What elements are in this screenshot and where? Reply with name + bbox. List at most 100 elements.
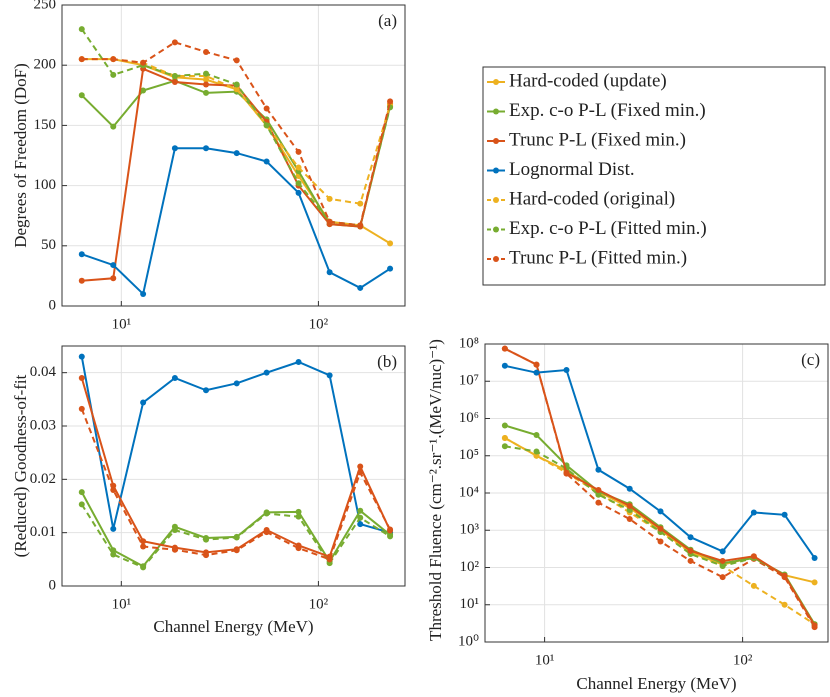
data-point <box>501 345 508 352</box>
legend-marker <box>493 138 499 144</box>
y-tick-label: 10⁶ <box>459 410 479 426</box>
data-point <box>110 487 117 493</box>
data-point <box>357 463 364 470</box>
data-point <box>326 269 333 276</box>
data-point <box>533 361 540 368</box>
data-point <box>533 448 540 455</box>
x-tick-label: 10² <box>309 316 329 332</box>
data-point <box>203 70 210 77</box>
plot-area <box>62 5 405 306</box>
data-point <box>140 543 147 550</box>
data-point <box>687 534 694 541</box>
data-point <box>687 557 694 564</box>
panel-label: (b) <box>377 352 397 371</box>
data-point <box>657 508 664 515</box>
data-point <box>357 521 364 528</box>
data-point <box>326 372 333 379</box>
data-point <box>140 538 147 545</box>
panel: 10¹ 10² 0 0.01 0.02 0.03 0.04 (b) Channel Energy… <box>11 345 406 636</box>
y-tick-label: 0 <box>49 577 57 593</box>
data-point <box>78 26 85 33</box>
y-tick-label: 150 <box>34 117 57 133</box>
data-point <box>203 89 210 96</box>
data-point <box>78 251 85 258</box>
data-point <box>719 557 726 564</box>
y-tick-label: 200 <box>34 57 57 73</box>
data-point <box>203 536 210 543</box>
data-point <box>233 57 240 64</box>
data-point <box>110 56 117 63</box>
data-point <box>233 380 240 387</box>
legend-label: Hard-coded (original) <box>509 188 675 209</box>
data-point <box>203 387 210 394</box>
data-point <box>657 525 664 532</box>
data-point <box>781 572 788 579</box>
data-point <box>295 164 302 171</box>
y-axis-label: Degrees of Freedom (DoF) <box>11 63 30 248</box>
panel: 10¹ 10² 10⁰ 10¹ 10² 10³ 10⁴ 10⁵ 10⁶ 10⁷ 10⁸ (c) Chan… <box>426 335 829 693</box>
legend-label: Exp. c-o P-L (Fixed min.) <box>509 100 706 121</box>
data-point <box>78 92 85 99</box>
y-tick-label: 0.04 <box>30 364 57 380</box>
data-point <box>110 262 117 269</box>
data-point <box>501 434 508 441</box>
y-tick-label: 250 <box>34 0 57 12</box>
data-point <box>563 367 570 374</box>
data-point <box>387 265 394 272</box>
data-point <box>140 290 147 297</box>
data-point <box>533 432 540 439</box>
data-point <box>387 533 394 540</box>
data-point <box>719 548 726 555</box>
legend-marker <box>493 108 499 115</box>
data-point <box>233 86 240 93</box>
panel: 10¹ 10² 0 50 100 150 200 250 (a) Degrees of Freed… <box>11 0 406 332</box>
legend-marker <box>493 79 499 85</box>
y-tick-label: 10⁰ <box>458 633 479 649</box>
plot-frame <box>61 4 406 307</box>
data-point <box>750 582 757 589</box>
plot-frame <box>61 345 406 587</box>
data-point <box>171 375 178 381</box>
y-axis-label: Threshold Fluence (cm⁻².sr⁻¹.(MeV/nuc)⁻¹… <box>426 339 445 641</box>
data-point <box>140 59 147 66</box>
data-point <box>719 574 726 581</box>
data-point <box>357 507 364 514</box>
data-point <box>357 514 364 521</box>
data-point <box>295 148 302 155</box>
y-tick-label: 10⁵ <box>459 447 479 463</box>
x-tick-label: 10¹ <box>112 316 132 332</box>
data-point <box>78 501 85 508</box>
data-point <box>295 508 302 515</box>
y-tick-label: 10² <box>460 559 480 575</box>
data-point <box>203 48 210 55</box>
data-point <box>387 98 394 105</box>
data-point <box>295 180 302 187</box>
data-point <box>171 79 178 86</box>
data-point <box>357 469 364 476</box>
panel-label: (a) <box>378 11 397 30</box>
data-point <box>233 81 240 88</box>
data-point <box>263 369 270 376</box>
data-point <box>110 547 117 554</box>
data-point <box>110 71 117 78</box>
data-point <box>263 158 270 165</box>
data-point <box>140 399 147 406</box>
data-point <box>110 275 117 282</box>
data-point <box>501 422 508 429</box>
data-point <box>387 526 394 533</box>
data-point <box>78 277 85 284</box>
x-tick-label: 10¹ <box>112 596 132 612</box>
legend-marker <box>493 226 499 233</box>
panel-label: (c) <box>801 350 820 369</box>
data-point <box>687 547 694 554</box>
y-tick-label: 0 <box>49 297 57 313</box>
y-tick-label: 10¹ <box>460 596 480 612</box>
data-point <box>626 516 633 523</box>
data-point <box>203 552 210 559</box>
data-point <box>295 189 302 196</box>
data-point <box>501 362 508 369</box>
legend-label: Lognormal Dist. <box>509 159 635 180</box>
data-point <box>295 359 302 365</box>
data-point <box>171 73 178 80</box>
plot-frame <box>484 343 829 643</box>
